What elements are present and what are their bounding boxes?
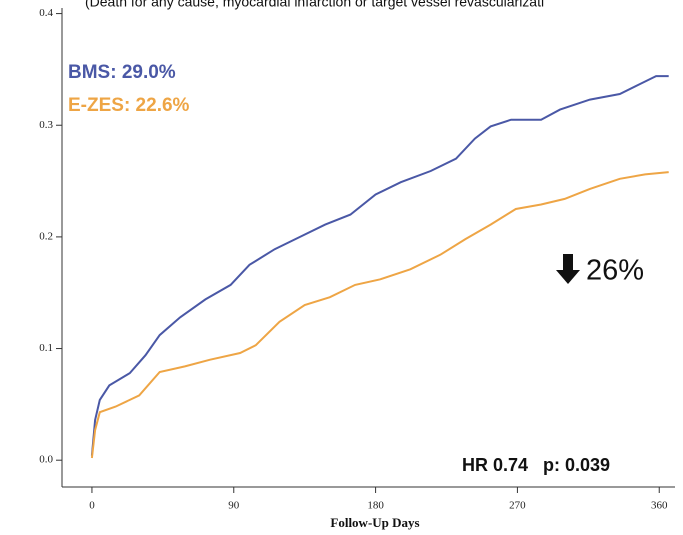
y-tick-label: 0.4 bbox=[39, 7, 53, 19]
chart-title: (Death for any cause, myocardial infarct… bbox=[85, 0, 544, 10]
x-tick-label: 180 bbox=[367, 500, 384, 512]
x-tick-label: 0 bbox=[89, 500, 95, 512]
down-arrow bbox=[556, 254, 580, 284]
y-tick-label: 0.2 bbox=[39, 230, 53, 242]
y-tick-label: 0.0 bbox=[39, 454, 53, 466]
x-tick-label: 270 bbox=[509, 500, 526, 512]
annotation: BMS: 29.0% bbox=[68, 62, 176, 83]
y-tick-label: 0.1 bbox=[39, 342, 53, 354]
x-tick-label: 90 bbox=[228, 500, 240, 512]
x-tick-label: 360 bbox=[651, 500, 668, 512]
series-line bbox=[90, 75, 669, 456]
annotation: HR 0.74 p: 0.039 bbox=[462, 455, 610, 475]
annotation: E-ZES: 22.6% bbox=[68, 95, 190, 116]
x-axis-label: Follow-Up Days bbox=[330, 515, 419, 530]
annotation: 26% bbox=[586, 255, 644, 287]
series-line bbox=[90, 171, 669, 459]
y-tick-label: 0.3 bbox=[39, 119, 53, 131]
